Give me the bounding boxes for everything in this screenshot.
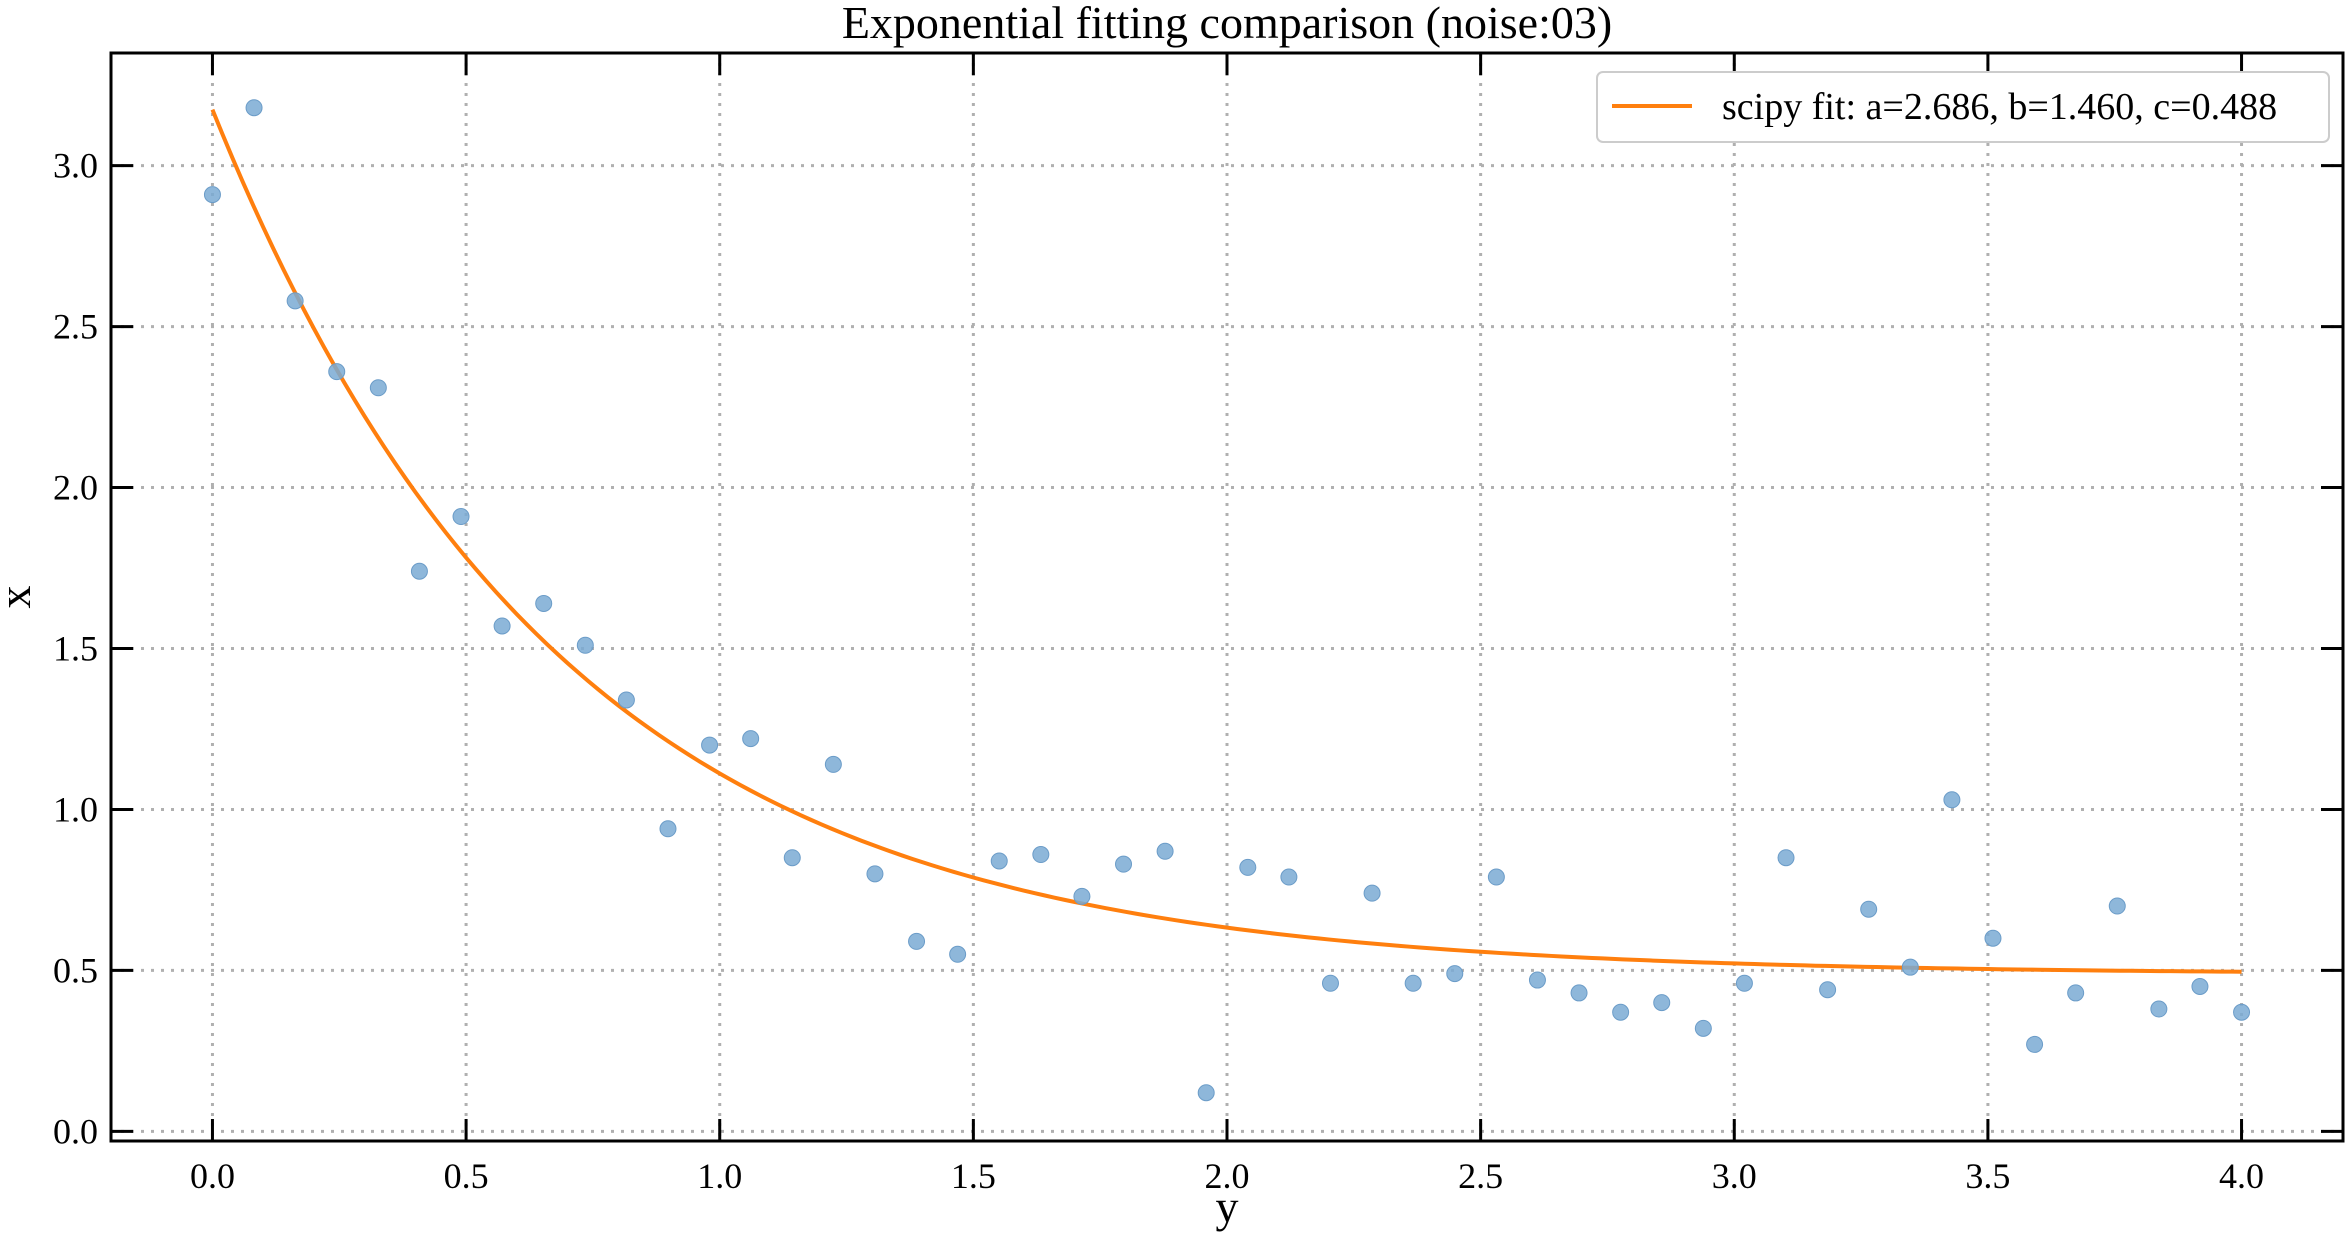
y-tick-label: 2.0 xyxy=(53,468,98,508)
data-point xyxy=(783,849,801,867)
x-tick-label: 1.0 xyxy=(697,1156,742,1196)
y-tick-label: 3.0 xyxy=(53,146,98,186)
data-point xyxy=(701,736,719,754)
x-tick-label: 0.0 xyxy=(190,1156,235,1196)
data-point xyxy=(2108,897,2126,915)
data-point xyxy=(1860,900,1878,918)
data-point xyxy=(1321,974,1339,992)
data-point xyxy=(2026,1035,2044,1053)
data-point xyxy=(2150,1000,2168,1018)
data-point xyxy=(535,594,553,612)
data-point xyxy=(1984,929,2002,947)
data-point xyxy=(1115,855,1133,873)
data-point xyxy=(1032,846,1050,864)
data-point xyxy=(866,865,884,883)
legend: scipy fit: a=2.686, b=1.460, c=0.488 xyxy=(1596,71,2330,143)
x-tick-label: 1.5 xyxy=(951,1156,996,1196)
data-point xyxy=(908,932,926,950)
x-tick-label: 3.5 xyxy=(1965,1156,2010,1196)
data-point xyxy=(659,820,677,838)
data-point xyxy=(1487,868,1505,886)
data-point xyxy=(1404,974,1422,992)
data-point xyxy=(1612,1003,1630,1021)
data-point xyxy=(1363,884,1381,902)
x-axis-label: y xyxy=(1216,1181,1239,1232)
data-point xyxy=(824,755,842,773)
data-point xyxy=(1653,994,1671,1012)
data-point xyxy=(1073,887,1091,905)
data-point xyxy=(576,636,594,654)
data-point xyxy=(1819,981,1837,999)
data-point xyxy=(2233,1003,2251,1021)
data-point xyxy=(1901,958,1919,976)
data-point xyxy=(1694,1019,1712,1037)
data-point xyxy=(1528,971,1546,989)
data-point xyxy=(245,99,263,117)
x-tick-label: 0.5 xyxy=(444,1156,489,1196)
data-point xyxy=(1570,984,1588,1002)
data-point xyxy=(369,379,387,397)
data-point xyxy=(617,691,635,709)
data-point xyxy=(949,945,967,963)
legend-box xyxy=(1596,71,2330,143)
data-point xyxy=(2191,977,2209,995)
data-point xyxy=(1943,791,1961,809)
data-point xyxy=(2067,984,2085,1002)
y-tick-label: 2.5 xyxy=(53,307,98,347)
data-point xyxy=(990,852,1008,870)
data-point xyxy=(410,562,428,580)
y-tick-label: 1.0 xyxy=(53,789,98,829)
data-point xyxy=(493,617,511,635)
tick-layer: 0.0 0.5 1.0 1.5 2.0 2.5 3.0 3.5 4.0 0.0 0.5 1.0 1.5 2… xyxy=(53,53,2343,1196)
data-point xyxy=(1735,974,1753,992)
chart-title: Exponential fitting comparison (noise:03… xyxy=(842,0,1612,48)
y-tick-label: 1.5 xyxy=(53,629,98,669)
data-point xyxy=(742,730,760,748)
data-point xyxy=(1280,868,1298,886)
x-tick-label: 2.0 xyxy=(1205,1156,1250,1196)
points-layer xyxy=(203,99,2251,1102)
x-tick-label: 3.0 xyxy=(1712,1156,1757,1196)
y-tick-label: 0.5 xyxy=(53,950,98,990)
x-tick-label: 2.5 xyxy=(1458,1156,1503,1196)
data-point xyxy=(1239,858,1257,876)
y-tick-label: 0.0 xyxy=(53,1111,98,1151)
y-axis-label: x xyxy=(0,586,40,609)
data-point xyxy=(1197,1084,1215,1102)
data-point xyxy=(1446,965,1464,983)
legend-label: scipy fit: a=2.686, b=1.460, c=0.488 xyxy=(1722,86,2277,128)
x-tick-label: 4.0 xyxy=(2219,1156,2264,1196)
data-point xyxy=(1777,849,1795,867)
data-point xyxy=(452,508,470,526)
data-point xyxy=(286,292,304,310)
data-point xyxy=(328,363,346,381)
data-point xyxy=(1156,842,1174,860)
data-point xyxy=(203,186,221,204)
